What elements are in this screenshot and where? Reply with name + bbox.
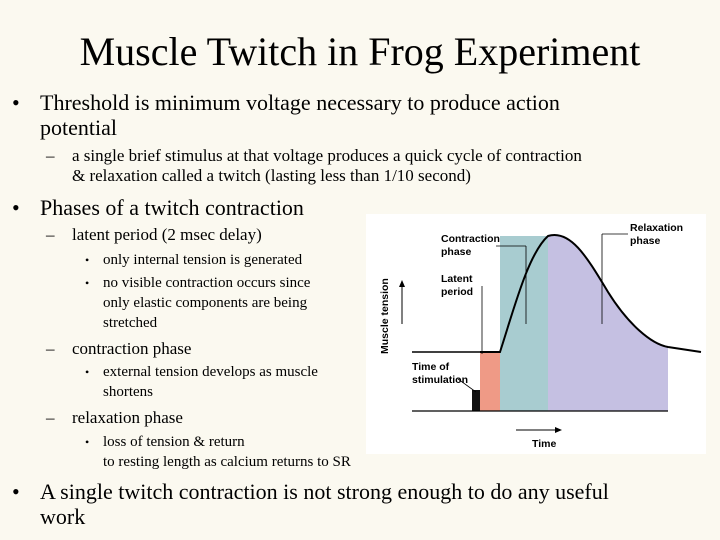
sub-bullet-contraction: – contraction phase [46, 339, 366, 359]
twitch-diagram-svg: Contraction phase Latent period Relaxati… [379, 222, 702, 450]
x-axis-label: Time [532, 438, 556, 450]
latent-item-2-line2: only elastic components are being [103, 295, 308, 311]
contraction-label-line2: phase [441, 246, 472, 258]
contraction-label-line1: Contraction [441, 233, 500, 245]
latent-label-line2: period [441, 286, 473, 298]
relaxation-item-1-line2: to resting length as calcium returns to … [103, 454, 351, 470]
sub-bullet-relaxation-text: relaxation phase [72, 408, 183, 427]
bullet-single-twitch: • A single twitch contraction is not str… [12, 479, 702, 529]
bullet-threshold-line1: Threshold is minimum voltage necessary t… [40, 90, 560, 115]
stimulation-callout-line [457, 378, 477, 393]
dash-marker: – [46, 408, 55, 427]
relaxation-item-1: • loss of tension & return to resting le… [85, 432, 425, 472]
latent-label-line1: Latent [441, 273, 473, 285]
dash-marker: – [46, 146, 55, 165]
tension-arrow-head [399, 280, 405, 287]
bullet-dot: • [12, 90, 20, 115]
latent-item-2: • no visible contraction occurs since on… [85, 273, 375, 333]
tension-curve [480, 233, 702, 353]
sub-bullet-contraction-text: contraction phase [72, 339, 192, 358]
bullet-dot: • [85, 435, 90, 449]
bullet-phases-text: Phases of a twitch contraction [40, 195, 304, 220]
contraction-phase-band [500, 236, 548, 411]
stimulation-label-line1: Time of [412, 361, 450, 373]
latent-item-1: • only internal tension is generated [85, 250, 375, 270]
bullet-dot: • [12, 479, 20, 504]
slide-title: Muscle Twitch in Frog Experiment [79, 29, 641, 74]
latent-item-1-line1: only internal tension is generated [103, 252, 303, 268]
stimulation-label-line2: stimulation [412, 374, 468, 386]
relaxation-label-line1: Relaxation [630, 222, 683, 234]
latent-item-2-line1: no visible contraction occurs since [103, 275, 311, 291]
time-arrow-head [555, 427, 562, 433]
bullet-dot: • [12, 195, 20, 220]
bullet-single-twitch-line2: work [40, 504, 86, 529]
sub-bullet-twitch-line2: & relaxation called a twitch (lasting le… [72, 166, 471, 185]
y-axis-label: Muscle tension [379, 278, 391, 354]
sub-bullet-relaxation: – relaxation phase [46, 408, 366, 428]
sub-bullet-twitch-line1: a single brief stimulus at that voltage … [72, 146, 582, 165]
sub-bullet-latent: – latent period (2 msec delay) [46, 225, 366, 245]
contraction-item-1-line2: shortens [103, 384, 153, 400]
bullet-phases: • Phases of a twitch contraction [12, 195, 352, 220]
bullet-dot: • [85, 276, 90, 290]
latent-period-band [480, 352, 500, 411]
dash-marker: – [46, 225, 55, 244]
bullet-dot: • [85, 253, 90, 267]
bullet-dot: • [85, 365, 90, 379]
latent-item-2-line3: stretched [103, 315, 158, 331]
dash-marker: – [46, 339, 55, 358]
relaxation-item-1-line1: loss of tension & return [103, 434, 245, 450]
bullet-threshold-line2: potential [40, 115, 117, 140]
relaxation-phase-band [548, 234, 668, 411]
sub-bullet-latent-text: latent period (2 msec delay) [72, 225, 262, 244]
bullet-threshold: • Threshold is minimum voltage necessary… [12, 90, 672, 140]
relaxation-label-line2: phase [630, 235, 661, 247]
sub-bullet-twitch: – a single brief stimulus at that voltag… [46, 146, 706, 186]
stimulus-marker [472, 390, 480, 411]
contraction-item-1-line1: external tension develops as muscle [103, 364, 318, 380]
twitch-diagram: Contraction phase Latent period Relaxati… [366, 214, 706, 454]
bullet-single-twitch-line1: A single twitch contraction is not stron… [40, 479, 609, 504]
contraction-item-1: • external tension develops as muscle sh… [85, 362, 375, 402]
